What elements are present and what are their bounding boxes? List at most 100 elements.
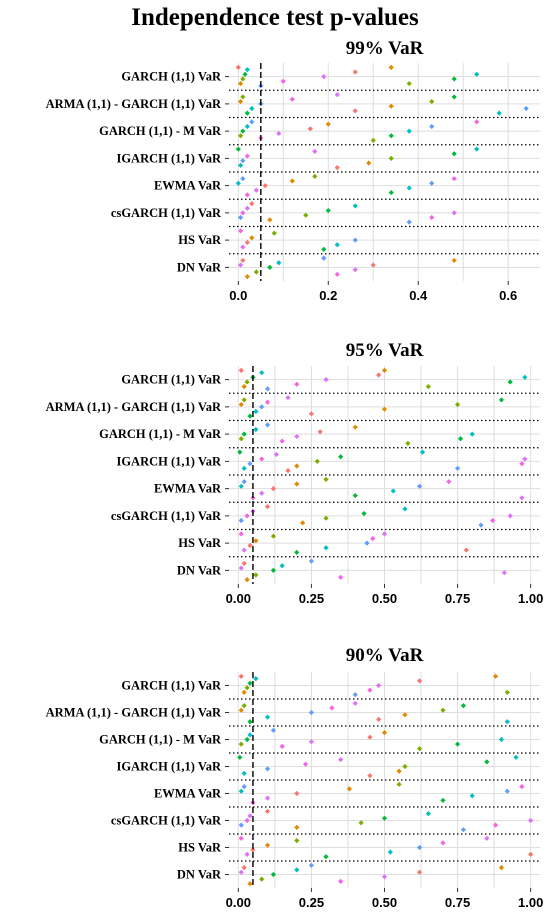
data-point (267, 217, 273, 223)
data-point (416, 678, 423, 684)
data-point (238, 788, 244, 794)
data-point (240, 158, 246, 164)
data-point (244, 123, 250, 130)
data-point (519, 461, 525, 467)
data-point (338, 574, 344, 580)
category-label: csGARCH (1,1) VaR (111, 814, 222, 828)
data-point (498, 865, 505, 871)
data-point (367, 773, 373, 779)
x-tick-label: 0.75 (445, 895, 470, 910)
data-point (504, 788, 510, 794)
category-label: GARCH (1,1) VaR (121, 373, 222, 387)
data-point (478, 522, 484, 528)
data-point (240, 176, 246, 182)
data-point (241, 784, 247, 790)
data-point (329, 705, 335, 711)
data-point (279, 563, 285, 569)
data-point (238, 822, 244, 828)
data-point (237, 80, 244, 87)
data-point (294, 381, 300, 387)
data-point (440, 840, 446, 846)
category-label: HS VaR (178, 536, 222, 550)
data-point (338, 757, 344, 763)
panel-99: GARCH (1,1) VaR ARMA (1,1) - GARCH (1,1) … (46, 63, 540, 303)
x-tick-label: 1.00 (518, 591, 543, 606)
data-point (425, 811, 431, 817)
category-label: csGARCH (1,1) VaR (111, 509, 222, 523)
data-point (244, 205, 250, 211)
data-point (235, 64, 241, 70)
data-point (429, 98, 435, 105)
data-point (390, 488, 396, 494)
data-point (352, 692, 358, 698)
data-point (253, 426, 259, 433)
data-point (308, 862, 315, 868)
data-point (492, 822, 499, 828)
data-point (504, 689, 510, 695)
data-point (334, 92, 340, 98)
data-point (334, 242, 340, 248)
data-point (416, 483, 423, 489)
data-point (381, 406, 388, 412)
data-point (334, 165, 340, 171)
category-label: ARMA (1,1) - GARCH (1,1) VaR (46, 97, 222, 111)
category-label: GARCH (1,1) VaR (121, 679, 222, 693)
data-point (241, 479, 247, 485)
data-point (244, 67, 250, 73)
data-point (270, 727, 277, 733)
x-tick-label: 0.25 (299, 895, 324, 910)
data-point (247, 881, 253, 887)
x-tick-label: 0.0 (229, 288, 247, 303)
data-point (241, 770, 247, 776)
data-point (240, 257, 246, 264)
panel-title-95: 95% VaR (345, 340, 424, 361)
data-point (388, 155, 394, 161)
data-point (244, 274, 250, 280)
data-point (492, 673, 499, 679)
data-point (270, 486, 277, 492)
data-point (501, 570, 507, 576)
data-point (247, 461, 253, 467)
data-point (238, 741, 244, 747)
data-point (237, 228, 244, 234)
category-label: GARCH (1,1) VaR (121, 70, 222, 84)
category-label: EWMA VaR (154, 179, 222, 193)
data-point (238, 835, 244, 841)
data-point (294, 481, 300, 487)
data-point (262, 183, 268, 189)
data-point (388, 64, 394, 70)
data-point (312, 148, 318, 155)
data-point (416, 869, 423, 875)
data-point (352, 267, 358, 273)
data-point (352, 69, 358, 75)
data-point (402, 712, 408, 718)
data-point (264, 766, 271, 772)
data-point (241, 383, 247, 390)
data-point (253, 572, 259, 578)
data-point (270, 567, 277, 573)
x-tick-label: 0.00 (226, 895, 251, 910)
data-point (249, 105, 255, 112)
data-point (270, 533, 277, 539)
data-point (289, 178, 295, 184)
data-point (240, 94, 246, 100)
data-point (264, 714, 271, 720)
data-point (406, 219, 412, 225)
data-point (237, 214, 244, 221)
data-point (367, 687, 373, 693)
data-point (238, 401, 244, 408)
data-point (244, 513, 250, 519)
data-point (406, 80, 412, 87)
data-point (381, 815, 388, 821)
data-point (321, 74, 327, 80)
x-tick-label: 0.75 (445, 591, 470, 606)
data-point (235, 180, 241, 186)
panel-90: GARCH (1,1) VaR ARMA (1,1) - GARCH (1,1) … (46, 672, 543, 910)
data-point (405, 440, 411, 446)
data-point (253, 538, 259, 544)
x-tick-label: 0.6 (499, 288, 517, 303)
data-point (240, 76, 246, 82)
category-label: GARCH (1,1) - M VaR (99, 733, 222, 747)
data-point (240, 210, 246, 216)
data-point (396, 781, 402, 787)
